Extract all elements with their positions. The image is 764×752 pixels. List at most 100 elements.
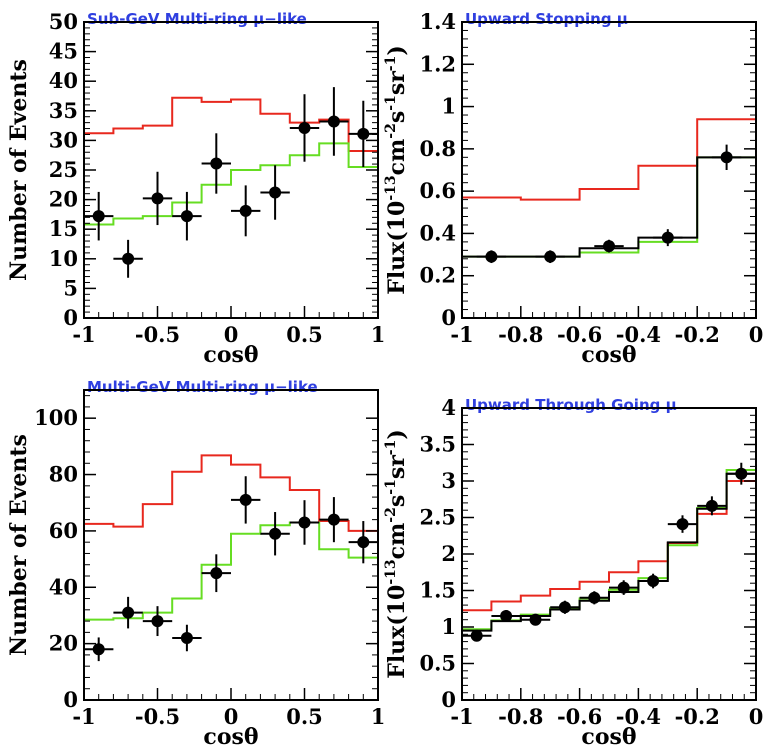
data-point xyxy=(544,250,557,263)
data-point xyxy=(676,518,689,531)
data-point xyxy=(327,513,340,526)
y-tick-label: 1.2 xyxy=(419,51,456,76)
x-tick-label: -0.8 xyxy=(498,704,543,729)
y-tick-label: 35 xyxy=(49,98,78,123)
x-tick-label: -1 xyxy=(450,704,473,729)
x-tick-label: 0 xyxy=(224,322,239,347)
y-tick-label: 15 xyxy=(49,216,78,241)
y-tick-label: 0 xyxy=(441,305,456,330)
data-point xyxy=(617,581,630,594)
x-tick-label: -0.5 xyxy=(135,704,180,729)
axes-frame xyxy=(461,21,757,319)
y-tick-label: 2.5 xyxy=(419,505,456,530)
x-tick-label: -1 xyxy=(72,704,95,729)
x-tick-label: -1 xyxy=(72,322,95,347)
y-tick-label: 20 xyxy=(49,187,78,212)
panel-title: Multi-GeV Multi-ring μ−like xyxy=(87,378,318,396)
data-point xyxy=(357,536,370,549)
data-point xyxy=(485,250,498,263)
data-point xyxy=(735,467,748,480)
data-point xyxy=(151,615,164,628)
y-tick-label: 0.4 xyxy=(419,220,456,245)
data-point xyxy=(298,516,311,529)
x-tick-label: 0 xyxy=(749,704,764,729)
y-axis-label: Flux(10-13cm-2s-1sr-1) xyxy=(383,429,410,679)
data-point xyxy=(180,210,193,223)
y-axis-label-part: sr xyxy=(384,71,410,95)
axes-frame xyxy=(461,407,757,701)
data-point xyxy=(122,606,135,619)
data-point xyxy=(470,629,483,642)
data-point xyxy=(298,121,311,134)
y-axis-label-part: cm xyxy=(384,523,410,560)
x-axis-label: cosθ xyxy=(581,724,636,750)
x-axis-label: cosθ xyxy=(203,724,258,750)
y-axis-label-part: Flux(10 xyxy=(384,201,410,295)
y-tick-label: 80 xyxy=(49,462,78,487)
x-axis-label: cosθ xyxy=(203,342,258,368)
y-tick-label: 0.8 xyxy=(419,136,456,161)
y-tick-label: 3 xyxy=(441,468,456,493)
y-tick-label: 1.5 xyxy=(419,578,456,603)
y-axis-label-part: -1 xyxy=(383,440,399,456)
data-point xyxy=(647,575,660,588)
y-axis-label: Flux(10-13cm-2s-1sr-1) xyxy=(383,45,410,295)
data-point xyxy=(210,567,223,580)
x-axis-label: cosθ xyxy=(581,342,636,368)
y-tick-label: 0 xyxy=(63,305,78,330)
data-point xyxy=(92,210,105,223)
y-axis-label-part: cm xyxy=(384,139,410,176)
data-point xyxy=(239,493,252,506)
y-tick-label: 5 xyxy=(63,275,78,300)
data-point xyxy=(588,591,601,604)
x-tick-label: 0 xyxy=(749,322,764,347)
x-tick-label: -0.6 xyxy=(557,322,602,347)
data-point xyxy=(210,157,223,170)
y-axis-label-part: -1 xyxy=(383,479,399,495)
data-point xyxy=(92,643,105,656)
y-tick-label: 100 xyxy=(34,405,78,430)
y-axis-label-part: -13 xyxy=(383,175,399,200)
x-tick-label: -0.5 xyxy=(135,322,180,347)
data-point xyxy=(180,632,193,644)
y-tick-label: 50 xyxy=(49,9,78,34)
y-tick-label: 4 xyxy=(441,395,456,420)
y-tick-label: 25 xyxy=(49,157,78,182)
panel-title: Sub-GeV Multi-ring μ−like xyxy=(87,10,307,28)
y-tick-label: 0.5 xyxy=(419,651,456,676)
data-point xyxy=(558,601,571,614)
series-line-0 xyxy=(462,118,756,201)
data-point xyxy=(327,115,340,128)
y-tick-label: 40 xyxy=(49,574,78,599)
series-line-0 xyxy=(84,454,379,700)
y-tick-label: 1.4 xyxy=(419,9,456,34)
series-line-1 xyxy=(84,142,378,226)
x-tick-label: 1 xyxy=(371,704,386,729)
y-tick-label: 0.6 xyxy=(419,178,456,203)
data-point xyxy=(705,499,718,512)
y-axis-label-part: Flux(10 xyxy=(384,585,410,679)
x-tick-label: -0.2 xyxy=(675,704,720,729)
x-tick-label: 0.5 xyxy=(286,322,323,347)
y-axis-label-part: ) xyxy=(384,45,410,55)
y-tick-label: 1 xyxy=(441,94,456,119)
y-tick-label: 0.2 xyxy=(419,263,456,288)
panel-title: Upward Through Going μ xyxy=(465,396,677,414)
x-tick-label: -1 xyxy=(450,322,473,347)
y-axis-label-part: -1 xyxy=(383,56,399,72)
y-tick-label: 10 xyxy=(49,246,78,271)
chart-panel-3: Upward Through Going μ 0 0.5 1 1.5 2 2.5 3 3.5 4 -… xyxy=(383,395,763,750)
x-tick-label: -0.4 xyxy=(616,322,661,347)
panel-title: Upward Stopping μ xyxy=(465,10,628,28)
y-axis-label-part: sr xyxy=(384,455,410,479)
y-axis-label-part: -1 xyxy=(383,95,399,111)
y-tick-label: 3.5 xyxy=(419,432,456,457)
x-tick-label: -0.8 xyxy=(498,322,543,347)
y-axis-label-part: s xyxy=(384,495,410,507)
data-point xyxy=(269,186,282,199)
x-tick-label: 1 xyxy=(371,322,386,347)
data-point xyxy=(357,127,370,140)
chart-panel-1: Upward Stopping μ00.20.40.60.811.21.4-1-… xyxy=(383,9,763,368)
data-point xyxy=(122,252,135,265)
y-tick-label: 30 xyxy=(49,127,78,152)
